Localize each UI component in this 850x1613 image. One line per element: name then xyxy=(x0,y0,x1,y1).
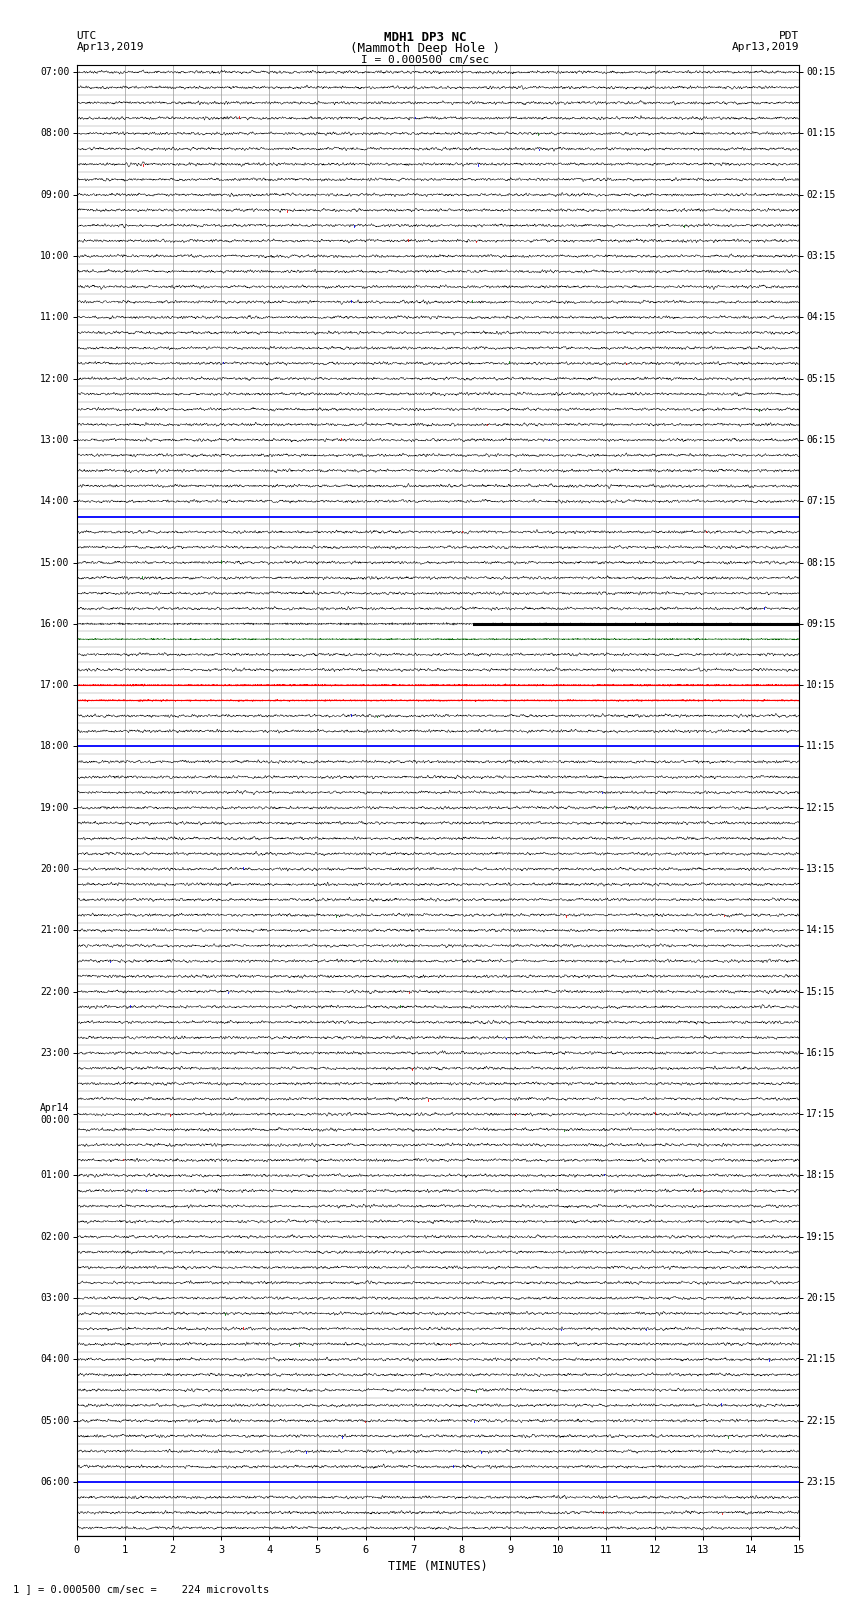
Text: UTC: UTC xyxy=(76,31,97,40)
Text: Apr13,2019: Apr13,2019 xyxy=(76,42,144,52)
Text: PDT: PDT xyxy=(779,31,799,40)
X-axis label: TIME (MINUTES): TIME (MINUTES) xyxy=(388,1560,488,1573)
Text: (Mammoth Deep Hole ): (Mammoth Deep Hole ) xyxy=(350,42,500,55)
Text: Apr13,2019: Apr13,2019 xyxy=(732,42,799,52)
Text: I = 0.000500 cm/sec: I = 0.000500 cm/sec xyxy=(361,55,489,65)
Text: 1 ] = 0.000500 cm/sec =    224 microvolts: 1 ] = 0.000500 cm/sec = 224 microvolts xyxy=(13,1584,269,1594)
Text: MDH1 DP3 NC: MDH1 DP3 NC xyxy=(383,31,467,44)
